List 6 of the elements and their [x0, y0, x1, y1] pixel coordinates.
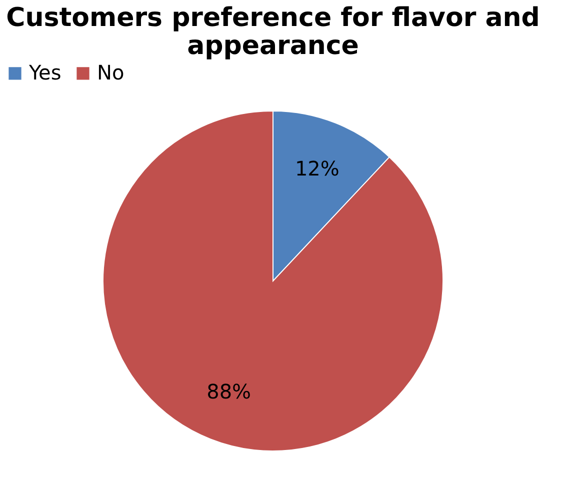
data-label: 88% — [206, 380, 252, 404]
legend-label: Yes — [28, 60, 62, 84]
pie-slice — [102, 110, 444, 452]
chart-title: Customers preference for flavor and appearance — [6, 3, 540, 61]
legend-label: No — [97, 60, 124, 84]
data-label: 12% — [294, 156, 340, 180]
